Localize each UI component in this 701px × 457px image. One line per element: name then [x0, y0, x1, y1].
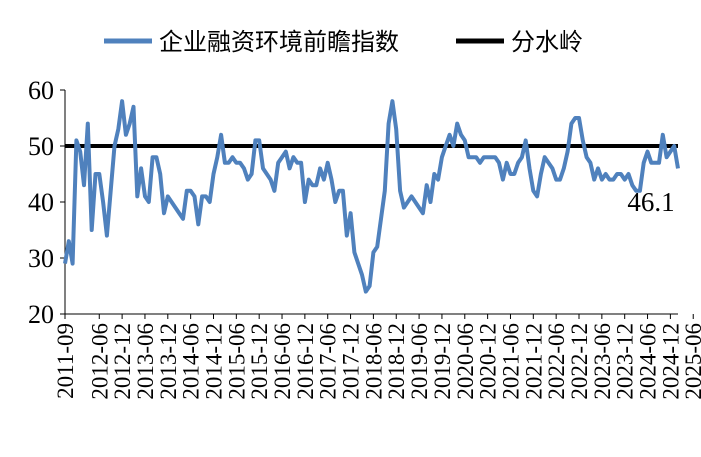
legend-label-threshold: 分水岭 — [511, 28, 583, 56]
y-tick-label: 40 — [28, 188, 54, 217]
x-tick-label: 2015-06 — [224, 323, 249, 400]
x-tick-label: 2015-12 — [247, 323, 272, 400]
legend-label-index: 企业融资环境前瞻指数 — [159, 28, 399, 56]
x-tick-label: 2025-06 — [681, 323, 701, 400]
y-tick-label: 60 — [28, 76, 54, 105]
x-ticks: 2011-09 2012-062012-122013-062013-122014-… — [53, 314, 701, 400]
x-tick-label: 2024-12 — [658, 323, 683, 400]
x-tick-label: 2013-12 — [156, 323, 181, 400]
x-tick-label: 2016-12 — [293, 323, 318, 400]
x-tick-label: 2014-12 — [201, 323, 226, 400]
legend: 企业融资环境前瞻指数 分水岭 — [104, 28, 583, 56]
x-tick-label: 2022-12 — [567, 323, 592, 400]
x-tick-label: 2023-06 — [590, 323, 615, 400]
x-tick-label: 2020-12 — [476, 323, 501, 400]
y-tick-label: 30 — [28, 244, 54, 273]
series-line-index — [63, 99, 680, 294]
y-ticks: 20 30 40 50 60 — [28, 76, 65, 329]
x-tick-label: 2017-12 — [339, 323, 364, 400]
x-tick-label: 2021-12 — [521, 323, 546, 400]
x-tick-label: 2018-06 — [361, 323, 386, 400]
x-tick-label: 2017-06 — [316, 323, 341, 400]
x-tick-label: 2011-09 — [53, 323, 78, 399]
x-tick-label: 2012-06 — [87, 323, 112, 400]
x-tick-label: 2023-12 — [613, 323, 638, 400]
x-tick-label: 2018-12 — [384, 323, 409, 400]
x-tick-label: 2022-06 — [544, 323, 569, 400]
series-layer — [63, 99, 680, 294]
x-tick-label: 2024-06 — [636, 323, 661, 400]
last-value-label: 46.1 — [627, 187, 674, 217]
x-tick-label: 2012-12 — [110, 323, 135, 400]
x-tick-label: 2021-06 — [498, 323, 523, 400]
x-tick-label: 2019-06 — [407, 323, 432, 400]
x-tick-label: 2014-06 — [179, 323, 204, 400]
x-tick-label: 2016-06 — [270, 323, 295, 400]
x-tick-label: 2019-12 — [430, 323, 455, 400]
y-tick-label: 20 — [28, 300, 54, 329]
x-tick-label: 2020-06 — [453, 323, 478, 400]
y-tick-label: 50 — [28, 132, 54, 161]
x-tick-label: 2013-06 — [133, 323, 158, 400]
